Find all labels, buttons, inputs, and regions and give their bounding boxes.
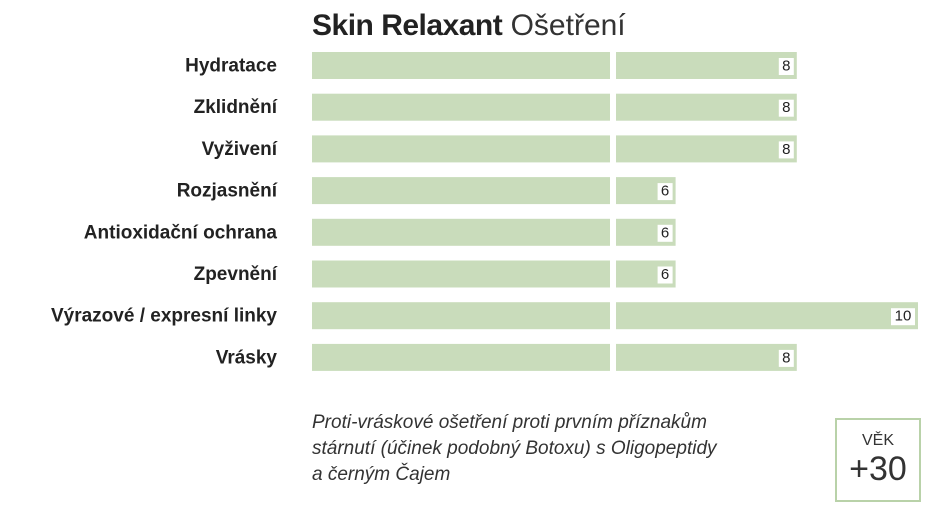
value-label-bg xyxy=(657,266,673,284)
bar-segment xyxy=(616,93,797,121)
category-label: Zpevnění xyxy=(194,264,278,285)
value-label-bg xyxy=(778,349,794,367)
value-label-bg xyxy=(778,141,794,159)
value-label-bg xyxy=(657,224,673,242)
age-value: +30 xyxy=(849,450,907,488)
description: Proti-vráskové ošetření proti prvním pří… xyxy=(312,410,812,488)
value-label: 8 xyxy=(782,141,790,158)
bar xyxy=(312,218,610,246)
value-labels: 8 8 8 6 6 6 10 8 xyxy=(657,57,915,367)
description-line: Proti-vráskové ošetření proti prvním pří… xyxy=(312,412,707,433)
value-label: 8 xyxy=(782,349,790,366)
age-badge: VĚK +30 xyxy=(835,418,921,502)
bar xyxy=(312,135,610,163)
bar xyxy=(312,177,610,205)
category-label: Vyživení xyxy=(202,139,278,160)
bar-segment xyxy=(616,135,797,163)
bar xyxy=(312,52,610,79)
value-label: 10 xyxy=(895,308,912,325)
bar-segment xyxy=(616,52,797,79)
age-label: VĚK xyxy=(861,432,894,449)
value-label-bg xyxy=(657,183,673,201)
value-label: 8 xyxy=(782,99,790,116)
bars xyxy=(312,52,918,371)
bar xyxy=(312,343,610,371)
category-label: Hydratace xyxy=(185,56,277,77)
category-labels: Hydratace Zklidnění Vyživení Rozjasnění Anti… xyxy=(51,56,278,369)
bar-chart: Hydratace Zklidnění Vyživení Rozjasnění Anti… xyxy=(51,52,918,371)
category-label: Rozjasnění xyxy=(177,181,278,202)
value-label-bg xyxy=(891,308,915,326)
category-label: Zklidnění xyxy=(194,97,278,118)
category-label: Antioxidační ochrana xyxy=(84,222,278,243)
value-label: 8 xyxy=(782,57,790,74)
value-label: 6 xyxy=(661,224,669,241)
value-label-bg xyxy=(778,99,794,117)
value-label: 6 xyxy=(661,183,669,200)
chart-title: Skin Relaxant Ošetření xyxy=(312,6,626,46)
value-label-bg xyxy=(778,58,794,75)
product-name: Skin Relaxant xyxy=(312,9,503,42)
category-label: Vrásky xyxy=(216,347,278,368)
description-line: stárnutí (účinek podobný Botoxu) s Oligo… xyxy=(312,438,717,459)
bar xyxy=(312,260,610,288)
bar xyxy=(312,93,610,121)
value-label: 6 xyxy=(661,266,669,283)
category-label: Výrazové / expresní linky xyxy=(51,306,277,327)
bar-segment xyxy=(616,302,918,330)
bar-segment xyxy=(616,343,797,371)
description-line: a černým Čajem xyxy=(312,464,451,485)
bar xyxy=(312,302,610,330)
title-subtitle: Ošetření xyxy=(510,9,626,42)
